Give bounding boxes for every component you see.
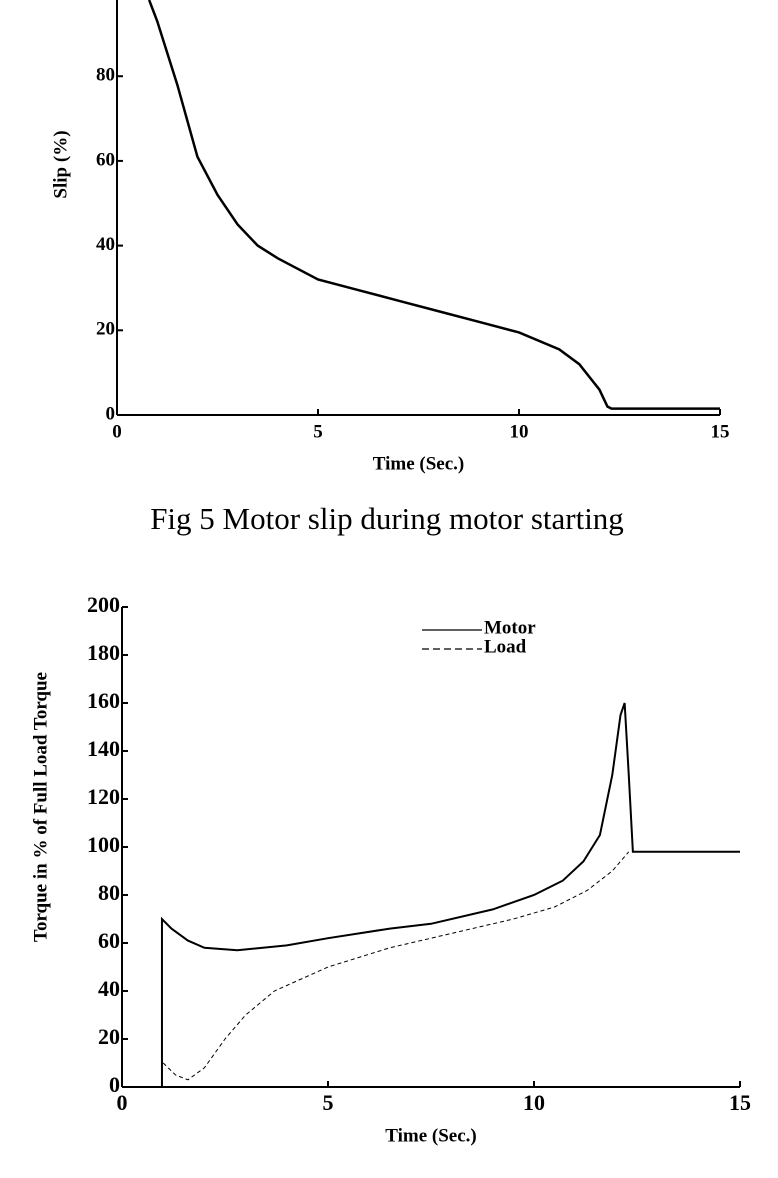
y-tick-label: 80 — [96, 65, 115, 86]
y-tick-label: 60 — [98, 928, 120, 953]
x-tick-label: 0 — [112, 421, 122, 442]
y-tick-label: 0 — [109, 1072, 120, 1097]
y-tick-label: 180 — [87, 640, 120, 665]
y-tick-label: 100 — [87, 832, 120, 857]
y-tick-label: 80 — [98, 880, 120, 905]
x-tick-label: 15 — [729, 1090, 751, 1115]
y-tick-label: 160 — [87, 688, 120, 713]
x-axis-title: Time (Sec.) — [373, 453, 464, 474]
legend-label: Load — [484, 636, 527, 657]
y-axis-title: Slip (%) — [50, 130, 71, 198]
x-tick-label: 10 — [510, 421, 529, 442]
legend-label: Motor — [484, 617, 536, 638]
caption: Fig 5 Motor slip during motor starting — [150, 501, 624, 536]
data-line — [160, 702, 740, 1087]
x-tick-label: 15 — [711, 421, 730, 442]
data-line — [147, 0, 720, 410]
y-tick-label: 0 — [106, 403, 116, 424]
y-tick-label: 200 — [87, 592, 120, 617]
x-tick-label: 5 — [323, 1090, 334, 1115]
x-tick-label: 10 — [523, 1090, 545, 1115]
y-axis-title: Torque in % of Full Load Torque — [30, 672, 51, 942]
y-tick-label: 120 — [87, 784, 120, 809]
y-tick-label: 20 — [96, 319, 115, 340]
y-tick-label: 40 — [98, 976, 120, 1001]
x-tick-label: 5 — [313, 421, 323, 442]
y-tick-label: 140 — [87, 736, 120, 761]
y-tick-label: 20 — [98, 1024, 120, 1049]
data-line — [162, 851, 630, 1081]
x-tick-label: 0 — [117, 1090, 128, 1115]
y-tick-label: 40 — [96, 234, 115, 255]
x-axis-title: Time (Sec.) — [385, 1125, 476, 1146]
y-tick-label: 60 — [96, 149, 115, 170]
